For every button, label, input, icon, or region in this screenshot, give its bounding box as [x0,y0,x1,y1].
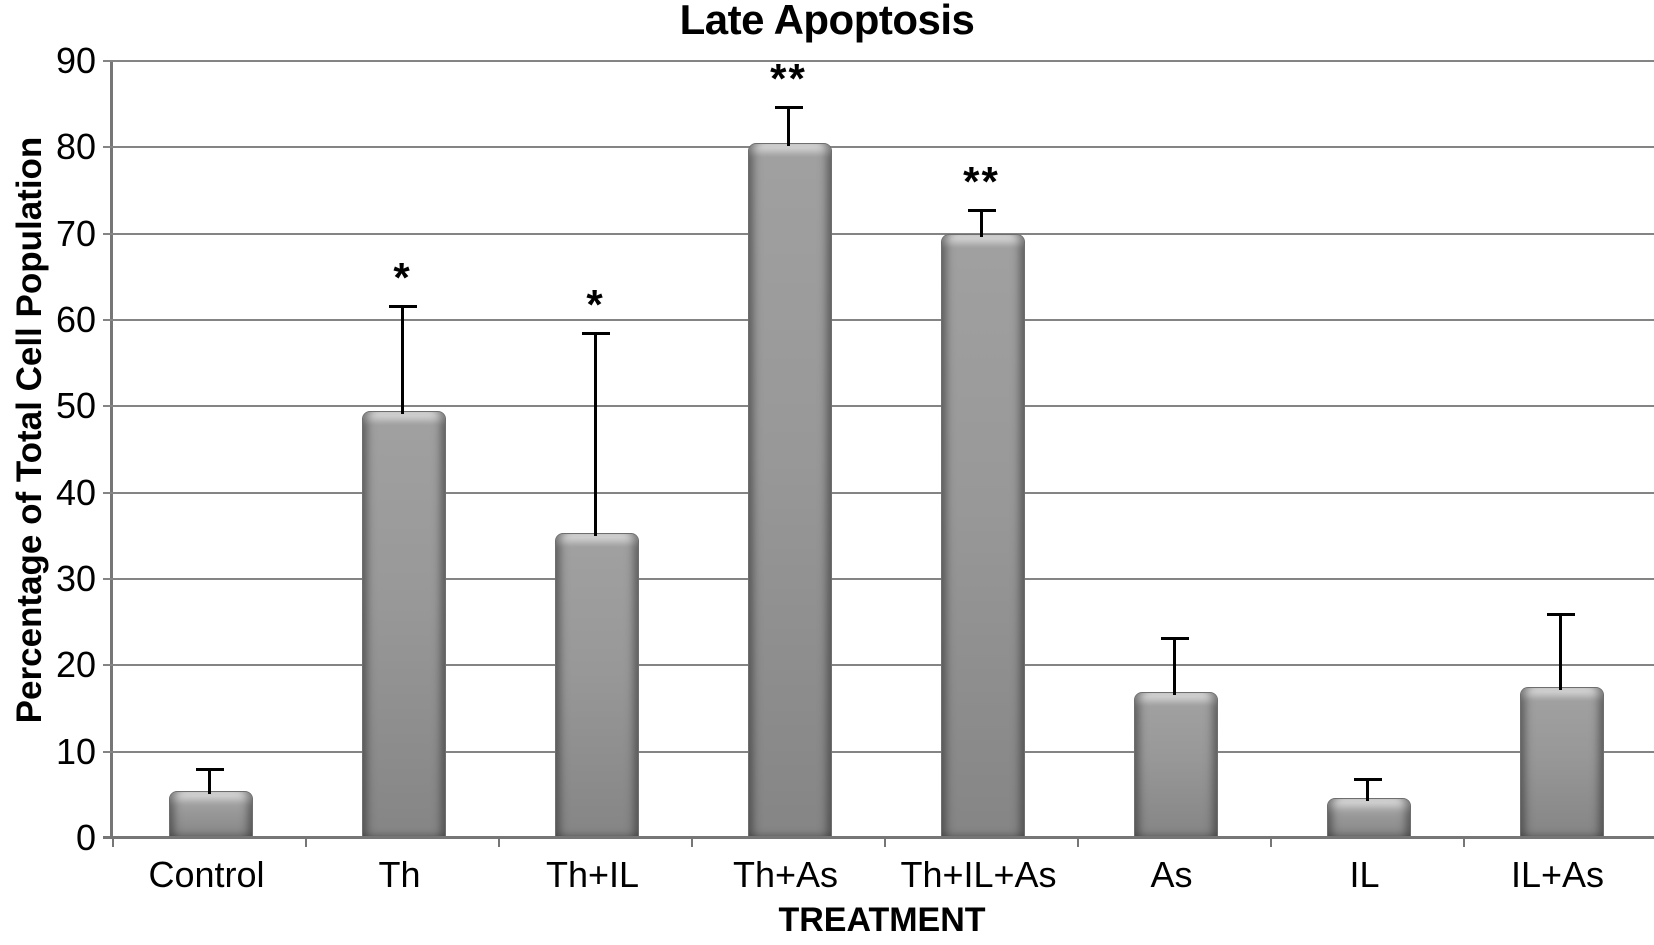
y-tick-label-40: 40 [55,471,96,513]
bar-Th+IL [554,533,639,838]
y-tick-label-70: 70 [55,212,96,254]
error-bar-line-Th+As [787,105,790,146]
y-tick-label-10: 10 [55,730,96,772]
x-axis-tick [498,839,500,847]
chart-title: Late Apoptosis [679,0,975,43]
significance-marker-Th: * [393,254,412,302]
error-bar-cap-IL [1353,777,1382,781]
gridline-10 [103,750,1654,753]
bar-IL [1326,798,1411,838]
x-category-label-Th+IL+As: Th+IL+As [900,854,1057,895]
x-category-label-As: As [1150,854,1193,895]
gridline-50 [103,405,1654,408]
x-axis-tick [112,839,114,847]
gridline-80 [103,146,1654,149]
x-category-label-Control: Control [148,854,265,895]
significance-marker-Th+IL: * [586,281,605,329]
x-axis-title: TREATMENT [778,901,986,939]
gridline-70 [103,232,1654,235]
x-category-label-Th+As: Th+As [732,854,839,895]
x-category-label-IL: IL [1349,854,1380,895]
x-category-label-Th+IL: Th+IL [545,854,640,895]
error-bar-cap-Th+IL+As [967,208,996,212]
error-bar-line-Th+IL+As [980,208,983,238]
error-bar-cap-Th+As [774,105,803,109]
error-bar-cap-IL+As [1546,612,1575,616]
y-tick-label-30: 30 [55,558,96,599]
gridline-40 [103,491,1654,494]
bar-IL+As [1519,686,1604,838]
error-bar-line-IL+As [1559,612,1562,690]
error-bar-line-As [1173,636,1176,695]
y-tick-label-20: 20 [55,644,96,686]
x-axis-tick [884,839,886,847]
gridline-20 [103,664,1654,667]
x-axis-tick [691,839,693,847]
y-tick-label-0: 0 [75,817,96,858]
gridline-90 [103,60,1654,62]
x-axis-tick [1463,839,1465,847]
y-tick-label-60: 60 [55,299,96,340]
x-axis-line [103,836,1654,839]
significance-marker-Th+IL+As: ** [963,157,1000,205]
gridline-60 [103,319,1654,321]
bar-As [1133,691,1218,838]
y-tick-label-80: 80 [55,126,96,168]
x-axis-tick [305,839,307,847]
error-bar-line-Th+IL [594,332,597,537]
error-bar-cap-As [1160,636,1189,640]
bar-Th [361,411,446,838]
error-bar-line-IL [1366,777,1369,802]
error-bar-line-Th [401,305,404,415]
x-category-label-IL+As: IL+As [1510,854,1605,895]
error-bar-cap-Th+IL [581,332,610,336]
x-category-label-Th: Th [378,854,421,895]
x-axis-tick [1270,839,1272,847]
bar-Th+IL+As [940,234,1025,838]
y-tick-label-50: 50 [55,385,96,427]
bar-Th+As [747,142,832,838]
error-bar-line-Control [208,768,211,795]
gridline-30 [103,578,1654,580]
plot-area: * * ** ** [103,54,1654,847]
x-axis-tick [1077,839,1079,847]
error-bar-cap-Th [388,305,417,309]
significance-marker-Th+As: ** [770,54,807,102]
error-bar-cap-Control [195,768,224,772]
y-tick-label-90: 90 [55,40,96,81]
bar-Control [168,791,253,838]
